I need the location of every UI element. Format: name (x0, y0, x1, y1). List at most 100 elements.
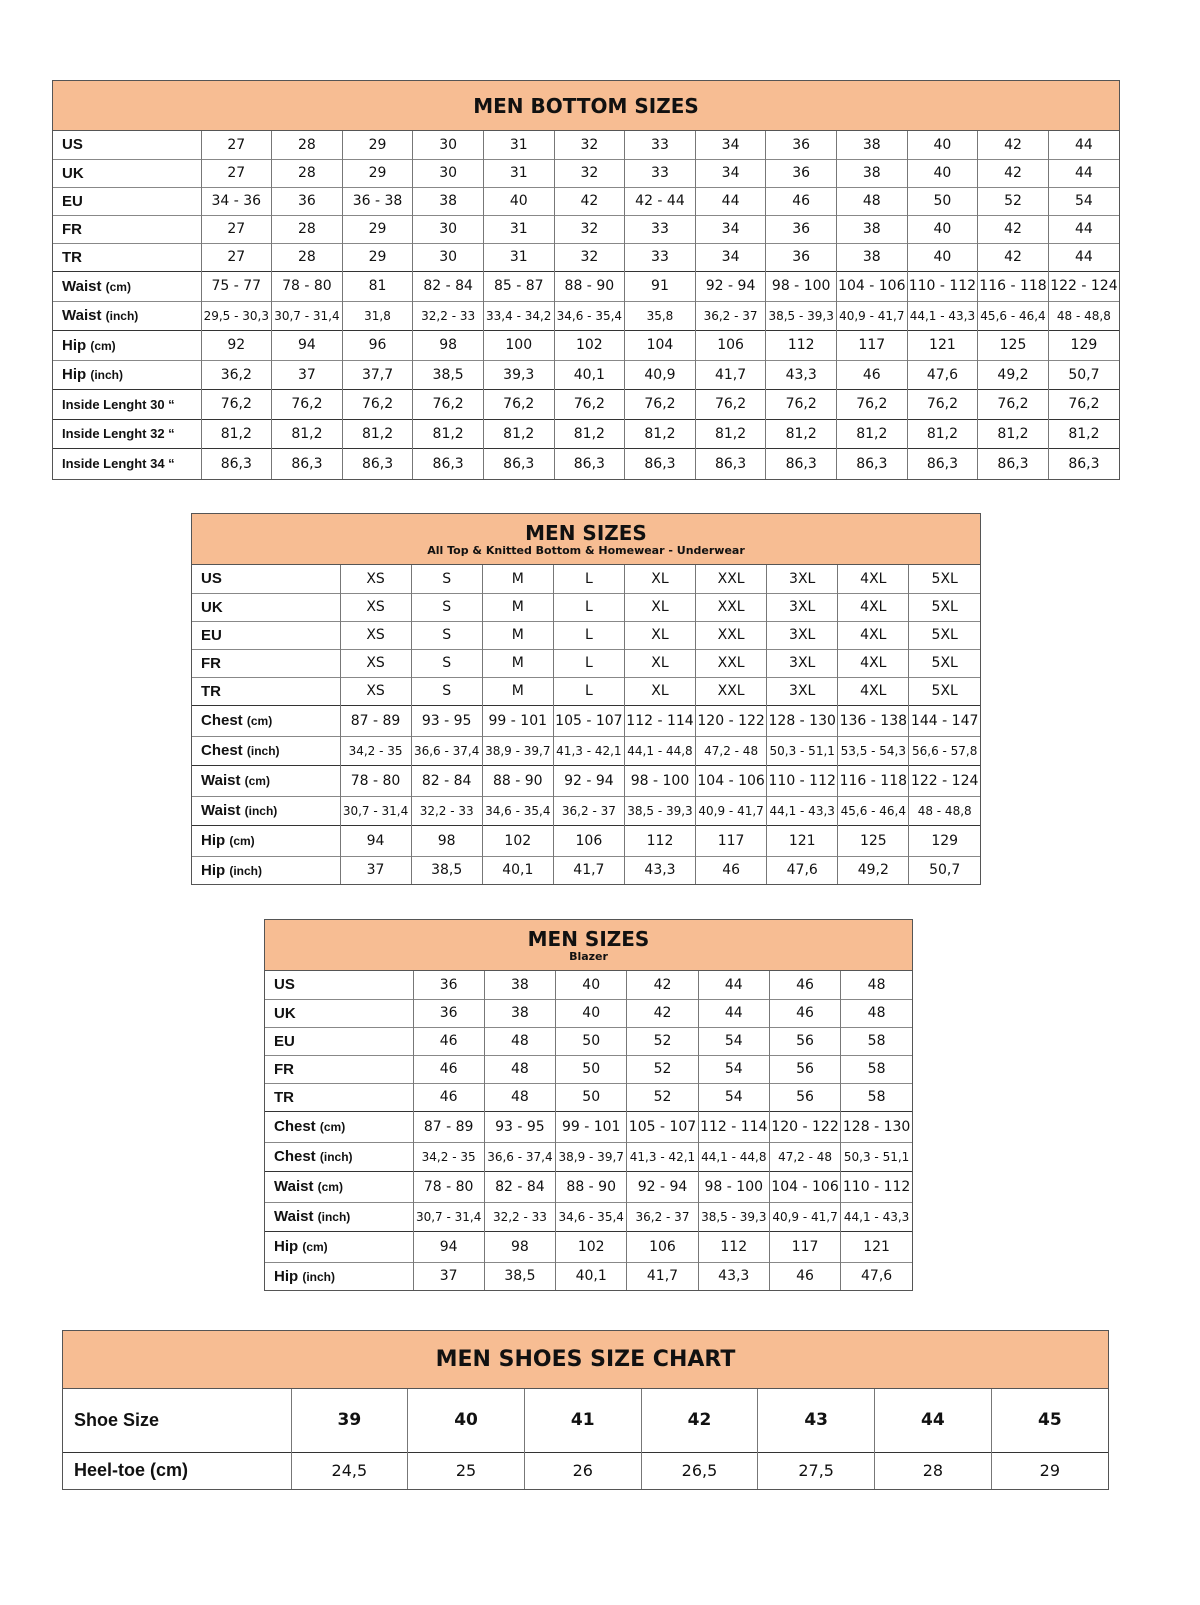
table-title: MEN SIZES (525, 520, 647, 545)
row-label-text: TR (274, 1088, 294, 1106)
table-cell: 93 - 95 (483, 1111, 556, 1142)
table-cell: L (552, 649, 625, 677)
table-cell: 34,6 - 35,4 (555, 1202, 627, 1231)
table-cell: 26,5 (640, 1452, 758, 1489)
table-cell: 46 (768, 971, 841, 999)
table-cell: 104 - 106 (768, 1171, 841, 1202)
table-cell: 86,3 (200, 448, 272, 479)
table-cell: 27 (200, 243, 272, 271)
table-row: Chest (inch) 34,2 - 35 36,6 - 37,4 38,9 - 3… (265, 1142, 912, 1171)
table-cell: 38 (483, 971, 556, 999)
table-cell: 98 (412, 330, 484, 360)
row-label-text: Hip (62, 366, 87, 383)
table-cell: 40 (906, 159, 978, 187)
table-cell: 34,6 - 35,4 (553, 301, 625, 330)
table-cell: 29 (341, 215, 413, 243)
row-label: FR (265, 1055, 413, 1083)
table-cell: XXL (695, 677, 767, 705)
table-cell: 47,6 (766, 856, 838, 884)
row-unit: (cm) (105, 279, 131, 294)
table-cell: 44,1 - 44,8 (697, 1142, 770, 1171)
table-cell: 76,2 (200, 389, 272, 419)
table-cell: 37 (412, 1262, 485, 1290)
row-unit: (inch) (244, 804, 278, 818)
table-cell: 26 (523, 1452, 642, 1489)
table-cell: L (552, 565, 625, 593)
row-label: Heel-toe (cm) (63, 1452, 291, 1489)
table-cell: 42 (977, 215, 1049, 243)
table-cell: 31 (482, 215, 555, 243)
table-cell: 29 (341, 159, 413, 187)
table-cell: 78 - 80 (271, 271, 343, 301)
table-cell: 76,2 (341, 389, 413, 419)
row-label: Hip (cm) (265, 1231, 413, 1262)
row-label: TR (192, 677, 340, 705)
table-cell: 125 (837, 825, 909, 856)
table-cell: 44 (694, 187, 766, 215)
table-cell: 81,2 (271, 419, 343, 448)
row-label: Hip (inch) (265, 1262, 413, 1290)
table-cell: 36 (765, 159, 837, 187)
table-row: TR XS S M L XL XXL 3XL 4XL 5XL (192, 677, 980, 705)
table-cell: 88 - 90 (555, 1171, 627, 1202)
table-cell: 54 (697, 1083, 770, 1111)
row-label-text: FR (274, 1060, 294, 1078)
table-cell: 30,7 - 31,4 (271, 301, 343, 330)
table-cell: 44 (697, 999, 770, 1027)
table-cell: 46 (695, 856, 767, 884)
row-unit: (cm) (302, 1240, 328, 1254)
table-cell: 86,3 (906, 448, 978, 479)
table-cell: 36 (412, 971, 485, 999)
table-cell: 47,6 (906, 360, 978, 389)
table-cell: 99 - 101 (555, 1111, 627, 1142)
row-label-text: Inside Lenght 30 “ (62, 396, 175, 412)
table-cell: S (410, 677, 483, 705)
table-cell: 4XL (837, 621, 909, 649)
table-cell: 92 - 94 (694, 271, 766, 301)
row-label: US (53, 131, 201, 159)
table-cell: 39 (290, 1389, 408, 1452)
table-cell: 4XL (837, 593, 909, 621)
table-cell: 104 (624, 330, 696, 360)
row-label-text: EU (62, 192, 83, 210)
table-cell: 120 - 122 (695, 705, 767, 736)
table-row: UK 27 28 29 30 31 32 33 34 36 38 40 42 44 (53, 159, 1119, 187)
row-label-text: US (274, 976, 295, 994)
table-cell: 76,2 (765, 389, 837, 419)
table-row: Inside Lenght 30 “76,2 76,2 76,2 76,2 76,2 76… (53, 389, 1119, 419)
table-cell: 50 (555, 1083, 627, 1111)
table-cell: 50 (555, 1027, 627, 1055)
table-cell: 28 (271, 159, 343, 187)
row-label-text: Waist (62, 277, 102, 295)
table-header: MEN SIZES Blazer (265, 920, 912, 971)
row-label-text: Waist (201, 802, 241, 819)
row-label-text: UK (274, 1004, 296, 1022)
table-cell: 45,6 - 46,4 (977, 301, 1049, 330)
table-cell: 78 - 80 (412, 1171, 485, 1202)
table-cell: 3XL (766, 621, 838, 649)
table-cell: 86,3 (271, 448, 343, 479)
table-cell: 28 (271, 243, 343, 271)
table-row: US XS S M L XL XXL 3XL 4XL 5XL (192, 565, 980, 593)
table-cell: M (481, 649, 554, 677)
table-row: FR XS S M L XL XXL 3XL 4XL 5XL (192, 649, 980, 677)
table-cell: M (481, 565, 554, 593)
table-cell: 36,6 - 37,4 (410, 736, 483, 765)
row-label: US (265, 971, 413, 999)
table-cell: 30 (412, 215, 484, 243)
row-label: UK (192, 593, 340, 621)
table-cell: 33 (624, 243, 696, 271)
table-cell: 50 (906, 187, 978, 215)
row-label: UK (265, 999, 413, 1027)
row-label: Shoe Size (63, 1389, 291, 1452)
table-cell: 31 (482, 159, 555, 187)
table-cell: 121 (840, 1231, 912, 1262)
table-subtitle: Blazer (569, 949, 608, 963)
table-cell: S (410, 649, 483, 677)
table-row: Hip (cm) 94 98 102 106 112 117 121 (265, 1231, 912, 1262)
table-cell: 100 (482, 330, 555, 360)
table-cell: 112 (623, 825, 696, 856)
table-header: MEN SHOES SIZE CHART (63, 1331, 1108, 1389)
table-cell: 121 (906, 330, 978, 360)
table-cell: 36 - 38 (341, 187, 413, 215)
